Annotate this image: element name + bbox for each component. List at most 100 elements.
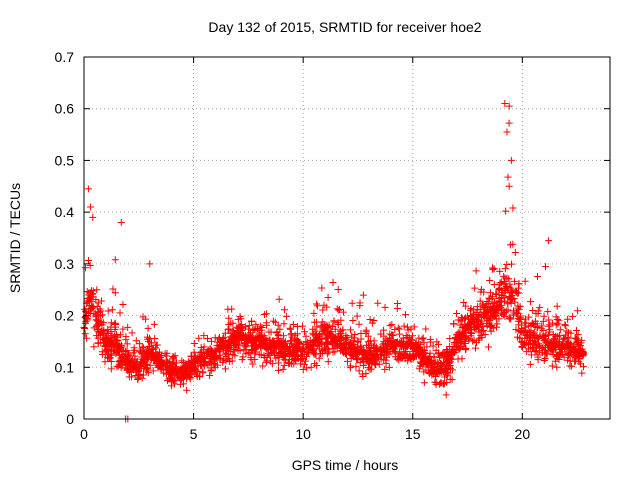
data-point: [301, 357, 309, 365]
chart-title: Day 132 of 2015, SRMTID for receiver hoe…: [208, 19, 481, 35]
data-point: [521, 315, 529, 323]
data-point: [460, 299, 468, 307]
data-point: [576, 360, 584, 368]
data-point: [531, 347, 539, 355]
data-point: [456, 321, 464, 329]
data-point: [532, 341, 540, 349]
data-point: [292, 357, 300, 365]
data-point: [511, 249, 519, 257]
data-point: [542, 332, 550, 340]
data-point: [255, 350, 263, 358]
data-point: [211, 347, 219, 355]
data-point: [324, 324, 332, 332]
data-point: [207, 337, 215, 345]
data-point: [472, 324, 480, 332]
axis-ticks: 0 5 10 15 20 0 0.1 0.2 0.3 0.4 0.5 0.6 0.7: [55, 49, 610, 442]
data-point: [324, 339, 332, 347]
data-point: [490, 265, 498, 273]
data-point: [324, 358, 332, 366]
data-point: [331, 325, 339, 333]
data-point: [381, 365, 389, 373]
data-point: [505, 275, 513, 283]
data-point: [545, 322, 553, 330]
data-point: [432, 379, 440, 387]
data-point: [94, 308, 102, 316]
data-point: [109, 285, 117, 293]
data-point: [207, 358, 215, 366]
y-tick-label: 0.4: [55, 204, 75, 220]
data-point: [564, 340, 572, 348]
data-point: [347, 349, 355, 357]
data-point: [563, 345, 571, 353]
data-point: [256, 340, 264, 348]
data-point: [128, 329, 136, 337]
data-point: [225, 325, 233, 333]
data-point: [117, 218, 125, 226]
y-tick-label: 0: [66, 411, 74, 427]
data-point: [111, 256, 119, 264]
data-point: [220, 333, 228, 341]
data-point: [287, 330, 295, 338]
data-point: [129, 349, 137, 357]
data-point: [471, 284, 479, 292]
data-point: [574, 307, 582, 315]
data-point: [299, 345, 307, 353]
data-point: [247, 339, 255, 347]
data-point: [273, 340, 281, 348]
data-point: [261, 339, 269, 347]
data-point: [462, 314, 470, 322]
data-point: [541, 263, 549, 271]
data-point: [579, 363, 587, 371]
data-point: [500, 272, 508, 280]
data-point: [504, 306, 512, 314]
data-point: [328, 341, 336, 349]
data-point: [446, 334, 454, 342]
data-point: [107, 365, 115, 373]
data-point: [89, 213, 97, 221]
data-point: [125, 369, 133, 377]
data-point: [152, 341, 160, 349]
data-point: [128, 360, 136, 368]
data-point: [467, 332, 475, 340]
data-point: [334, 320, 342, 328]
data-point: [317, 322, 325, 330]
data-point: [426, 336, 434, 344]
data-point: [447, 350, 455, 358]
data-point: [404, 342, 412, 350]
data-point: [334, 286, 342, 294]
data-point: [231, 352, 239, 360]
data-point: [423, 343, 431, 351]
data-point: [174, 373, 182, 381]
data-point: [211, 354, 219, 362]
data-point: [335, 306, 343, 314]
data-point: [385, 363, 393, 371]
data-point: [556, 352, 564, 360]
data-point: [321, 344, 329, 352]
data-point: [526, 328, 534, 336]
data-point: [358, 350, 366, 358]
data-point: [574, 339, 582, 347]
data-point: [453, 330, 461, 338]
data-point: [505, 119, 513, 127]
data-point: [460, 340, 468, 348]
data-point: [249, 325, 257, 333]
data-point: [267, 344, 275, 352]
data-point: [550, 341, 558, 349]
data-point: [123, 347, 131, 355]
data-point: [349, 317, 357, 325]
data-point: [404, 326, 412, 334]
data-point: [539, 343, 547, 351]
data-point: [527, 298, 535, 306]
y-tick-label: 0.7: [55, 49, 75, 65]
data-point: [443, 346, 451, 354]
data-point: [422, 366, 430, 374]
data-point: [533, 272, 541, 280]
data-point: [153, 358, 161, 366]
data-point: [256, 334, 264, 342]
data-point: [278, 337, 286, 345]
data-point: [446, 342, 454, 350]
data-point: [371, 359, 379, 367]
data-point: [507, 299, 515, 307]
data-point: [202, 350, 210, 358]
data-point: [566, 357, 574, 365]
